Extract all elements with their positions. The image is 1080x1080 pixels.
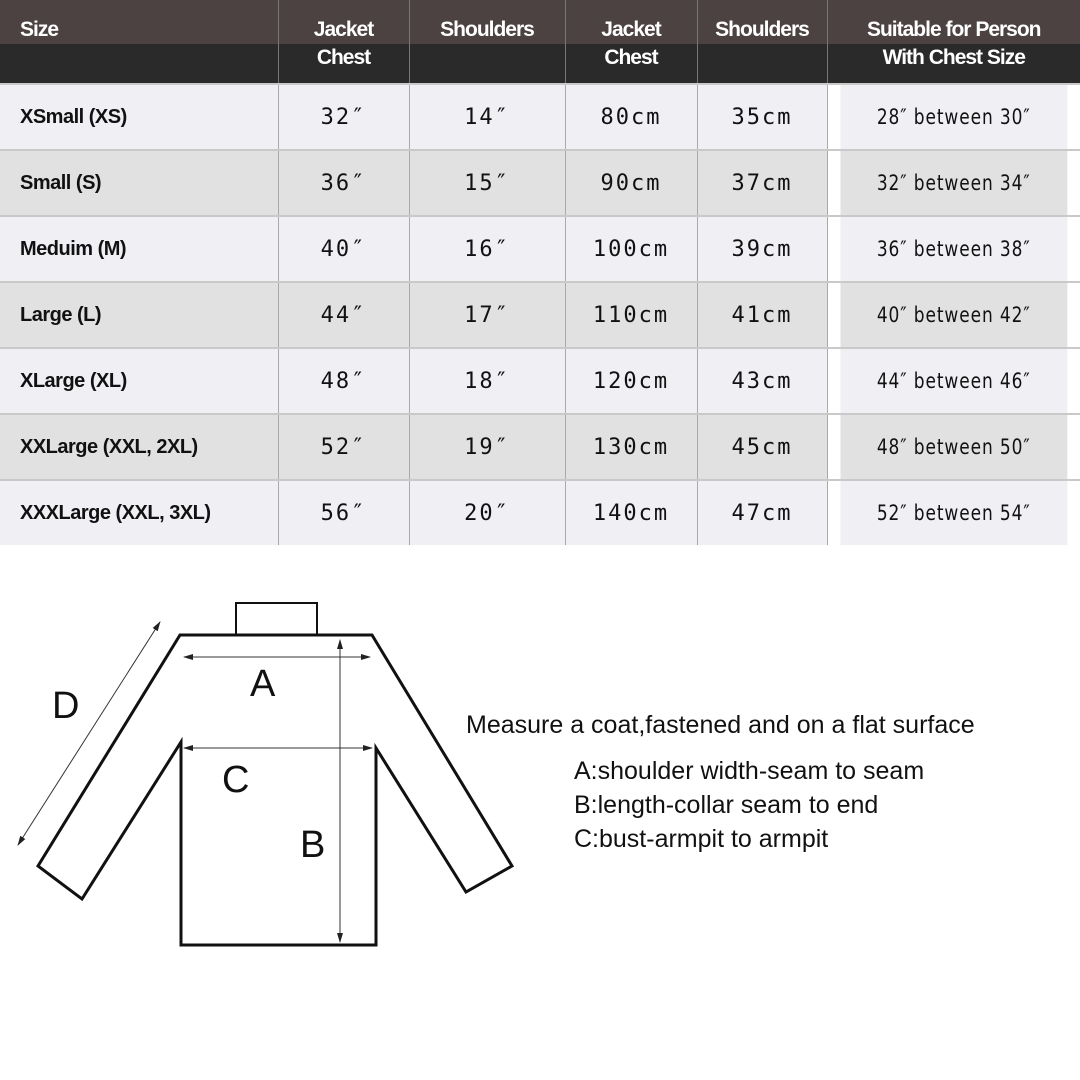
table-cell: 56″ (277, 479, 409, 545)
column-header: Shoulders (408, 0, 565, 84)
column-header-line: Jacket (313, 18, 374, 41)
table-row: Large (L) 44″ 17″ 110cm 41cm 40″ between 42″ (0, 281, 1080, 348)
table-cell: 80cm (564, 83, 697, 150)
column-header-line: Jacket (601, 18, 661, 41)
header-row: Size Jacket Chest Shoulders Jacket Chest Shoul… (0, 0, 1080, 84)
table-cell: 43cm (696, 347, 827, 414)
table-cell: 140cm (564, 479, 697, 545)
table-cell: 36″ between 38″ (839, 215, 1068, 282)
table-cell: 45cm (696, 413, 827, 480)
table-row: XXXLarge (XXL, 3XL) 56″ 20″ 140cm 47cm 52″ be… (0, 479, 1080, 545)
column-header-line: Size (20, 18, 59, 41)
table-cell: 100cm (564, 215, 697, 282)
table-cell: 39cm (696, 215, 827, 282)
table-cell: 52″ (277, 413, 409, 480)
table-cell: 16″ (408, 215, 565, 282)
table-cell: 44″ between 46″ (839, 347, 1068, 414)
size-cell: Small (S) (0, 149, 278, 216)
table-row: XXLarge (XXL, 2XL) 52″ 19″ 130cm 45cm 48″ bet… (0, 413, 1080, 480)
table-row: Meduim (M) 40″ 16″ 100cm 39cm 36″ between 38″ (0, 215, 1080, 282)
table-cell: 19″ (408, 413, 565, 480)
jacket-outline (36, 633, 515, 947)
size-cell: Meduim (M) (0, 215, 278, 282)
table-cell: 35cm (696, 83, 827, 150)
notes-title: Measure a coat,fastened and on a flat su… (466, 711, 975, 739)
column-header: Shoulders (696, 0, 827, 84)
table-cell: 32″ between 34″ (839, 149, 1068, 216)
note-b: B:length-collar seam to end (574, 791, 879, 819)
size-cell: XLarge (XL) (0, 347, 278, 414)
table-cell: 120cm (564, 347, 697, 414)
table-cell: 37cm (696, 149, 827, 216)
table-cell: 18″ (408, 347, 565, 414)
size-cell: XSmall (XS) (0, 83, 278, 150)
table-cell: 110cm (564, 281, 697, 348)
size-chart-table: Size Jacket Chest Shoulders Jacket Chest Shoul… (0, 0, 1080, 545)
table-cell: 40″ between 42″ (839, 281, 1068, 348)
column-header: Size (0, 0, 278, 84)
column-header-line: Chest (604, 46, 658, 69)
column-header: Jacket Chest (277, 0, 409, 84)
note-c: C:bust-armpit to armpit (574, 825, 829, 853)
table-cell: 48″ (277, 347, 409, 414)
table-row: XLarge (XL) 48″ 18″ 120cm 43cm 44″ between 46… (0, 347, 1080, 414)
measurement-notes: Measure a coat,fastened and on a flat su… (466, 708, 975, 856)
measure-d-arrow (17, 621, 161, 846)
column-header-line: Shoulders (715, 18, 810, 41)
table-cell: 40″ (277, 215, 409, 282)
column-header-line: Suitable for Person (866, 18, 1042, 41)
note-a: A:shoulder width-seam to seam (574, 757, 925, 785)
column-header: Suitable for Person With Chest Size (826, 0, 1080, 84)
table-cell: 36″ (277, 149, 409, 216)
label-c: C (222, 759, 249, 801)
table-cell: 28″ between 30″ (839, 83, 1068, 150)
column-header-line: Shoulders (440, 18, 535, 41)
table-cell: 15″ (408, 149, 565, 216)
size-cell: Large (L) (0, 281, 278, 348)
table-row: Small (S) 36″ 15″ 90cm 37cm 32″ between 34″ (0, 149, 1080, 216)
table-row: XSmall (XS) 32″ 14″ 80cm 35cm 28″ between 30″ (0, 83, 1080, 150)
table-cell: 17″ (408, 281, 565, 348)
size-cell: XXLarge (XXL, 2XL) (0, 413, 278, 480)
table-cell: 14″ (408, 83, 565, 150)
table-cell: 52″ between 54″ (839, 479, 1068, 545)
table-cell: 90cm (564, 149, 697, 216)
table-cell: 32″ (277, 83, 409, 150)
table-cell: 47cm (696, 479, 827, 545)
collar (235, 602, 318, 636)
jacket-diagram: A C B D (17, 602, 515, 947)
table-cell: 44″ (277, 281, 409, 348)
label-d: D (52, 685, 79, 727)
size-cell: XXXLarge (XXL, 3XL) (0, 479, 278, 545)
table-cell: 48″ between 50″ (839, 413, 1068, 480)
table-cell: 41cm (696, 281, 827, 348)
column-header-line: Chest (316, 46, 371, 69)
label-a: A (250, 663, 276, 705)
column-header-line: With Chest Size (882, 46, 1026, 69)
table-cell: 130cm (564, 413, 697, 480)
table-cell: 20″ (408, 479, 565, 545)
label-b: B (300, 824, 325, 866)
column-header: Jacket Chest (564, 0, 697, 84)
